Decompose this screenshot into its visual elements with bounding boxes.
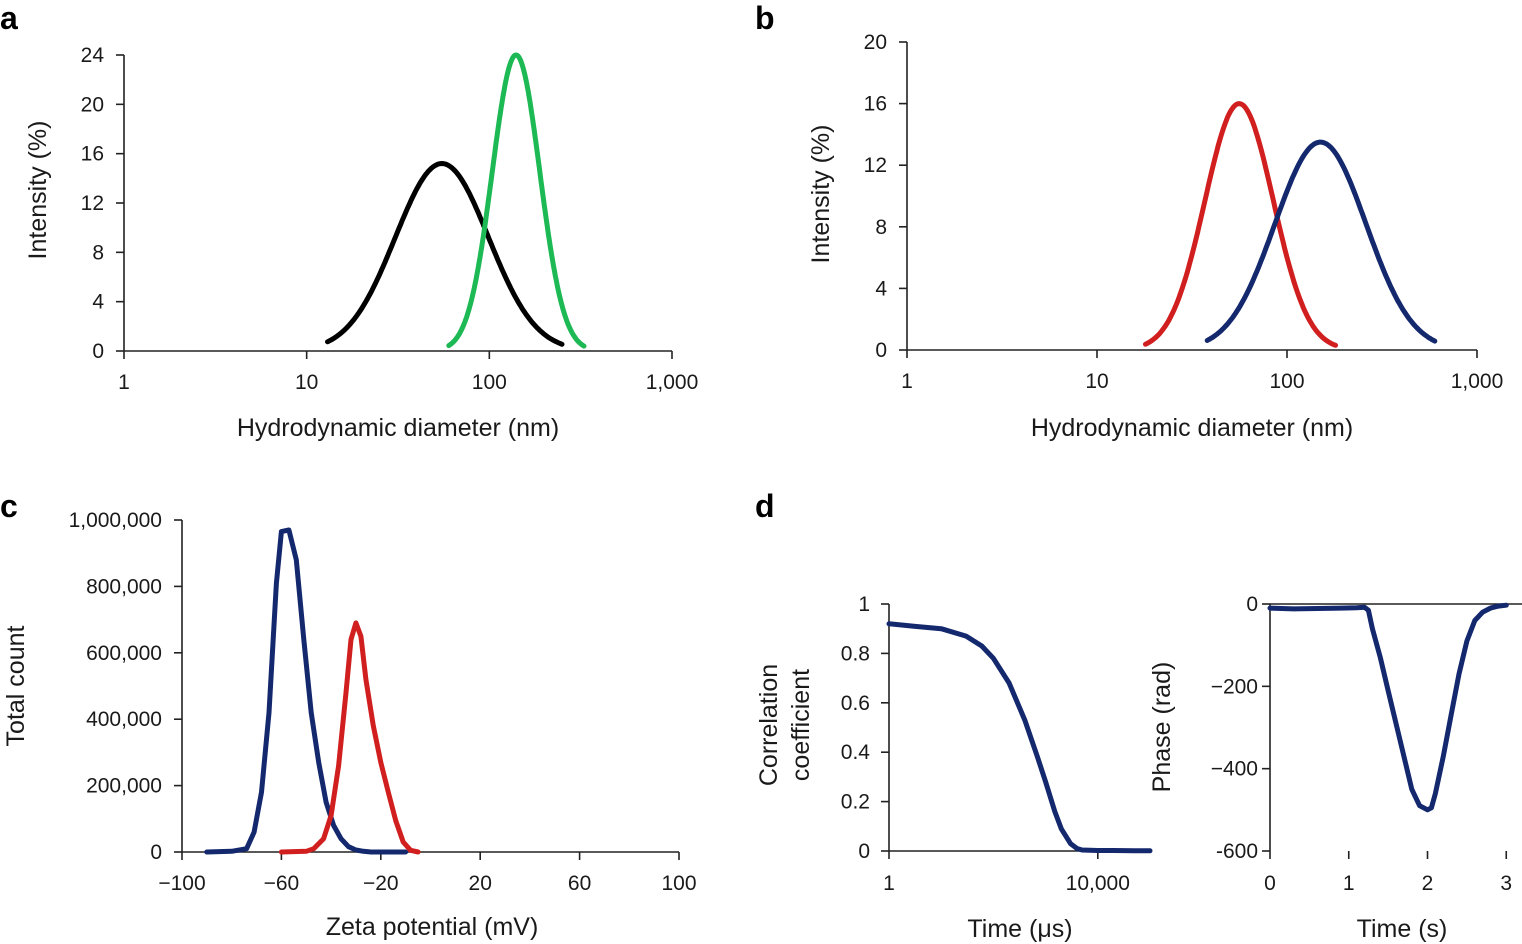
y-tick-label: 8 <box>92 241 104 264</box>
y-tick-label: 20 <box>864 31 887 54</box>
chart-d-left-y-label-line1: Correlation <box>755 664 783 786</box>
panel-label-a: a <box>0 0 18 36</box>
x-tick-label: 0 <box>1264 872 1276 895</box>
x-tick-label: 100 <box>472 371 507 394</box>
x-tick-label: 2 <box>1422 872 1434 895</box>
y-tick-label: 0 <box>1246 593 1258 616</box>
x-tick-label: 10 <box>1085 370 1108 393</box>
y-tick-label: 0.4 <box>841 741 871 764</box>
series-line-navy <box>1204 139 1438 344</box>
chart-b: 1 10 100 1,000 0 4 8 12 16 20 Hydrodynamic diamet… <box>807 31 1503 442</box>
y-tick-label: 24 <box>81 44 105 67</box>
y-tick-label: 16 <box>864 93 887 116</box>
chart-c-y-label: Total count <box>2 625 30 746</box>
y-tick-label: 800,000 <box>86 575 162 598</box>
series-line-red <box>278 620 421 855</box>
y-tick-label: 0 <box>858 840 870 863</box>
chart-d-left-y-label-line2: coefficient <box>787 669 815 781</box>
y-tick-label: 1,000,000 <box>69 509 162 532</box>
chart-d-right-y-label: Phase (rad) <box>1148 662 1176 793</box>
y-tick-label: 4 <box>92 291 104 314</box>
y-tick-label: -600 <box>1216 840 1258 863</box>
x-tick-label: 60 <box>568 872 591 895</box>
x-tick-label: 1 <box>1343 872 1355 895</box>
series-line-black <box>325 161 565 347</box>
x-tick-label: 1 <box>901 370 913 393</box>
chart-d-right: 0 1 2 3 0 −200 −400 -600 Time (s) Phase (rad) <box>1148 593 1522 943</box>
x-tick-label: 1,000 <box>646 371 699 394</box>
series-line-red <box>1143 101 1338 348</box>
series-line-navy <box>1267 602 1509 813</box>
x-tick-label: 10 <box>295 371 318 394</box>
x-tick-label: 1 <box>118 371 130 394</box>
x-tick-label: 100 <box>661 872 696 895</box>
chart-b-y-label: Intensity (%) <box>807 125 835 264</box>
y-tick-label: 12 <box>864 154 887 177</box>
series-line-navy <box>886 621 1153 854</box>
y-tick-label: 12 <box>81 192 104 215</box>
y-tick-label: 400,000 <box>86 708 162 731</box>
chart-c: −100 −60 −20 20 60 100 0 200,000 400,000 600,000 8… <box>2 509 697 941</box>
chart-d-left: 1 10,000 0 0.2 0.4 0.6 0.8 1 Time (μs) Correlat… <box>755 593 1153 943</box>
x-tick-label: 20 <box>469 872 492 895</box>
chart-a-y-label: Intensity (%) <box>24 121 52 260</box>
x-tick-label: −60 <box>264 872 300 895</box>
y-tick-label: 0.6 <box>841 692 870 715</box>
chart-a-x-label: Hydrodynamic diameter (nm) <box>237 414 559 442</box>
panel-label-b: b <box>755 0 775 36</box>
y-tick-label: 0 <box>150 841 162 864</box>
x-tick-label: −100 <box>158 872 205 895</box>
chart-c-x-label: Zeta potential (mV) <box>326 913 539 941</box>
x-tick-label: 100 <box>1269 370 1304 393</box>
y-tick-label: 0.2 <box>841 791 870 814</box>
panel-label-c: c <box>0 488 18 524</box>
x-tick-label: 1 <box>883 872 895 895</box>
y-tick-label: 1 <box>858 593 870 616</box>
y-tick-label: 0.8 <box>841 642 870 665</box>
x-tick-label: 1,000 <box>1451 370 1504 393</box>
y-tick-label: 0 <box>92 340 104 363</box>
y-tick-label: 4 <box>875 277 887 300</box>
y-tick-label: 600,000 <box>86 642 162 665</box>
y-tick-label: −400 <box>1211 758 1258 781</box>
y-tick-label: 200,000 <box>86 775 162 798</box>
chart-a: 1 10 100 1,000 0 4 8 12 16 20 24 Hydrodynamic diam… <box>24 44 698 442</box>
series-line-navy <box>204 527 409 855</box>
y-tick-label: 0 <box>875 339 887 362</box>
chart-b-x-label: Hydrodynamic diameter (nm) <box>1031 414 1353 442</box>
y-tick-label: 20 <box>81 93 104 116</box>
y-tick-label: 16 <box>81 143 104 166</box>
series-line-green <box>446 52 587 349</box>
y-tick-label: −200 <box>1211 675 1258 698</box>
x-tick-label: −20 <box>363 872 399 895</box>
chart-d-right-x-label: Time (s) <box>1357 915 1448 943</box>
x-tick-label: 3 <box>1500 872 1512 895</box>
panel-label-d: d <box>755 488 775 524</box>
x-tick-label: 10,000 <box>1066 872 1130 895</box>
y-tick-label: 8 <box>875 216 887 239</box>
chart-d-left-x-label: Time (μs) <box>967 915 1072 943</box>
